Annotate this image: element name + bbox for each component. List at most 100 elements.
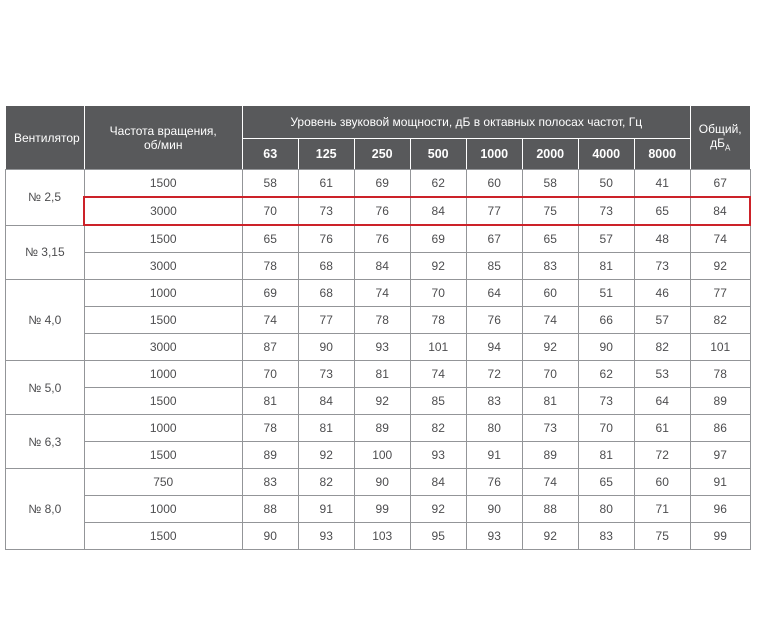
spl-value-cell: 78 [353, 306, 411, 334]
total-value-cell: 84 [689, 196, 752, 226]
spl-value-cell: 76 [353, 224, 411, 253]
spl-value-cell: 84 [409, 468, 467, 496]
spl-value-cell: 81 [577, 252, 635, 280]
speed-cell: 1500 [83, 522, 243, 550]
table-row: 1500 81 84 92 85 83 81 73 64 89 [6, 387, 751, 415]
fan-label-cell: № 3,15 [5, 224, 85, 280]
spl-value-cell: 73 [521, 414, 579, 442]
spl-value-cell: 81 [577, 441, 635, 469]
spl-value-cell: 91 [297, 495, 355, 523]
spl-value-cell: 83 [577, 522, 635, 550]
table-row: № 4,0 1000 69 68 74 70 64 60 51 46 77 [5, 279, 751, 361]
table-row: 1500 74 77 78 78 76 74 66 57 82 [6, 306, 751, 334]
spl-value-cell: 92 [297, 441, 355, 469]
spl-value-cell: 46 [633, 279, 691, 307]
speed-cell: 1500 [83, 306, 243, 334]
spl-value-cell: 93 [297, 522, 355, 550]
speed-column-header: Частота вращения, об/мин [83, 105, 243, 170]
spl-value-cell: 73 [297, 360, 355, 388]
spl-value-cell: 71 [633, 495, 691, 523]
spl-value-cell: 92 [409, 495, 467, 523]
spl-value-cell: 51 [577, 279, 635, 307]
spl-value-cell: 78 [409, 306, 467, 334]
spl-value-cell: 73 [577, 196, 635, 226]
spl-value-cell: 60 [521, 279, 579, 307]
spl-value-cell: 92 [521, 333, 579, 361]
spl-value-cell: 41 [633, 169, 691, 198]
spl-value-cell: 58 [241, 169, 299, 198]
spl-value-cell: 88 [241, 495, 299, 523]
band-header-8000: 8000 [633, 138, 691, 170]
spl-value-cell: 73 [633, 252, 691, 280]
spl-value-cell: 78 [241, 414, 299, 442]
band-header-250: 250 [353, 138, 411, 170]
spl-value-cell: 69 [409, 224, 467, 253]
spl-value-cell: 69 [353, 169, 411, 198]
spl-value-cell: 66 [577, 306, 635, 334]
spl-value-cell: 99 [353, 495, 411, 523]
total-value-cell: 97 [689, 441, 751, 469]
table-row: № 6,3 1000 78 81 89 82 80 73 70 61 86 [5, 414, 751, 469]
spl-value-cell: 69 [241, 279, 299, 307]
spl-value-cell: 65 [577, 468, 635, 496]
spl-value-cell: 81 [521, 387, 579, 415]
table-row: № 8,0 750 83 82 90 84 76 74 65 60 91 [5, 468, 751, 550]
spl-value-cell: 100 [353, 441, 411, 469]
header-row-bands: 63 125 250 500 1000 2000 4000 8000 [6, 138, 751, 170]
spl-value-cell: 76 [465, 306, 523, 334]
spl-value-cell: 74 [521, 468, 579, 496]
speed-cell: 3000 [83, 196, 243, 226]
spl-value-cell: 92 [521, 522, 579, 550]
spl-value-cell: 68 [297, 252, 355, 280]
spl-value-cell: 93 [465, 522, 523, 550]
spl-value-cell: 64 [633, 387, 691, 415]
total-value-cell: 86 [689, 414, 751, 442]
spl-value-cell: 85 [409, 387, 467, 415]
spl-group-header: Уровень звуковой мощности, дБ в октавных… [241, 105, 691, 139]
spl-value-cell: 90 [297, 333, 355, 361]
spl-value-cell: 70 [409, 279, 467, 307]
total-column-header: Общий, дБА [689, 105, 751, 170]
spl-value-cell: 90 [353, 468, 411, 496]
spl-value-cell: 76 [297, 224, 355, 253]
table-row: 1500 90 93 103 95 93 92 83 75 99 [6, 522, 751, 550]
spl-value-cell: 78 [241, 252, 299, 280]
total-value-cell: 74 [689, 224, 751, 253]
spl-value-cell: 65 [521, 224, 579, 253]
header-row-top: Вентилятор Частота вращения, об/мин Уров… [5, 105, 751, 170]
band-header-4000: 4000 [577, 138, 635, 170]
band-header-125: 125 [297, 138, 355, 170]
speed-cell: 3000 [83, 252, 243, 280]
spl-value-cell: 60 [465, 169, 523, 198]
spl-value-cell: 75 [633, 522, 691, 550]
spl-value-cell: 62 [577, 360, 635, 388]
fan-label-cell: № 8,0 [5, 468, 85, 550]
spl-value-cell: 93 [409, 441, 467, 469]
spl-value-cell: 89 [241, 441, 299, 469]
table-row: № 3,15 1500 65 76 76 69 67 65 57 48 74 [5, 224, 751, 280]
fan-label-cell: № 6,3 [5, 414, 85, 469]
band-header-63: 63 [241, 138, 299, 170]
table-row: 1000 88 91 99 92 90 88 80 71 96 [6, 495, 751, 523]
fan-label-cell: № 4,0 [5, 279, 85, 361]
spl-value-cell: 73 [577, 387, 635, 415]
spl-value-cell: 74 [353, 279, 411, 307]
spl-value-cell: 92 [409, 252, 467, 280]
spl-value-cell: 61 [633, 414, 691, 442]
fan-label-cell: № 2,5 [5, 169, 85, 226]
speed-header-line1: Частота вращения, [109, 123, 217, 138]
spl-value-cell: 84 [353, 252, 411, 280]
spl-value-cell: 90 [465, 495, 523, 523]
spl-value-cell: 88 [521, 495, 579, 523]
spl-value-cell: 50 [577, 169, 635, 198]
spl-value-cell: 89 [521, 441, 579, 469]
speed-cell: 1500 [83, 224, 243, 253]
spl-value-cell: 77 [465, 196, 523, 226]
spl-value-cell: 81 [241, 387, 299, 415]
speed-cell: 3000 [83, 333, 243, 361]
spl-value-cell: 83 [241, 468, 299, 496]
spl-value-cell: 77 [297, 306, 355, 334]
spl-value-cell: 81 [353, 360, 411, 388]
spl-value-cell: 57 [633, 306, 691, 334]
table-row: № 5,0 1000 70 73 81 74 72 70 62 53 78 [5, 360, 751, 415]
